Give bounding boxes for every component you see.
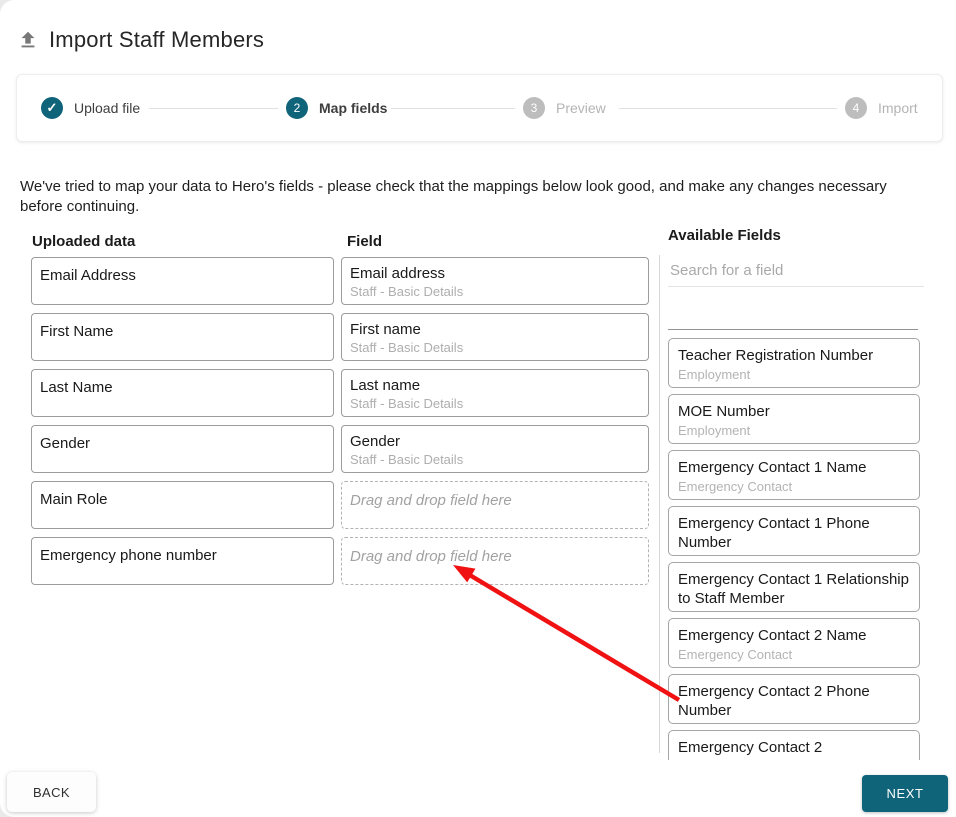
wizard-stepper: ✓ Upload file 2 Map fields 3 Preview 4 I… <box>16 74 943 142</box>
available-field-card[interactable]: Teacher Registration Number Employment <box>668 338 920 388</box>
field-drop-target[interactable]: Gender Staff - Basic Details <box>341 425 649 473</box>
uploaded-data-cell: Last Name <box>31 369 334 417</box>
field-card-category: Emergency Contact <box>678 647 793 662</box>
field-drop-target[interactable]: Drag and drop field here <box>341 481 649 529</box>
uploaded-data-label: First Name <box>40 323 114 340</box>
uploaded-data-cell: Emergency phone number <box>31 537 334 585</box>
mapping-row: Emergency phone number Drag and drop fie… <box>31 537 649 585</box>
page-header: Import Staff Members <box>17 27 264 53</box>
stepper-step[interactable]: ✓ Upload file <box>41 97 140 119</box>
step-indicator-icon: 2 <box>286 97 308 119</box>
available-field-card[interactable]: Emergency Contact 2 Name Emergency Conta… <box>668 618 920 668</box>
uploaded-data-label: Email Address <box>40 267 136 284</box>
mapping-rows: Email Address Email address Staff - Basi… <box>31 257 649 585</box>
field-card-name: Emergency Contact 1 Relationship to Staf… <box>678 571 909 607</box>
available-fields-title: Available Fields <box>668 227 781 244</box>
step-label: Upload file <box>74 100 141 116</box>
available-field-card[interactable]: Emergency Contact 2 Phone Number Emergen… <box>668 674 920 724</box>
mapping-row: Last Name Last name Staff - Basic Detail… <box>31 369 649 417</box>
available-field-card[interactable]: Emergency Contact 2 <box>668 730 920 760</box>
mapping-row: Email Address Email address Staff - Basi… <box>31 257 649 305</box>
field-drop-target[interactable]: Last name Staff - Basic Details <box>341 369 649 417</box>
page-title: Import Staff Members <box>49 27 265 52</box>
field-drop-target[interactable]: First name Staff - Basic Details <box>341 313 649 361</box>
mapping-row: Gender Gender Staff - Basic Details <box>31 425 649 473</box>
mapped-field-category: Staff - Basic Details <box>350 396 464 411</box>
step-label: Map fields <box>319 100 388 116</box>
uploaded-data-header: Uploaded data <box>32 233 136 250</box>
field-card-category: Emergency Contact <box>678 554 911 555</box>
field-card-name: Emergency Contact 2 <box>678 739 823 756</box>
field-search-input[interactable] <box>668 250 924 287</box>
field-drop-target[interactable]: Drag and drop field here <box>341 537 649 585</box>
drop-placeholder-text: Drag and drop field here <box>350 548 512 565</box>
mapped-field-category: Staff - Basic Details <box>350 340 464 355</box>
mapped-field-category: Staff - Basic Details <box>350 284 464 299</box>
field-card-name: Emergency Contact 1 Phone Number <box>678 515 870 551</box>
stepper-step[interactable]: 4 Import <box>845 97 918 119</box>
field-card-category: Employment <box>678 423 751 438</box>
mapped-field-name: First name <box>350 321 421 338</box>
step-connector <box>149 108 278 109</box>
panel-divider <box>659 255 660 753</box>
field-card-name: Emergency Contact 2 Phone Number <box>678 683 870 719</box>
available-fields-list[interactable]: Teacher Registration Number Employment M… <box>668 338 920 760</box>
available-field-card[interactable]: Emergency Contact 1 Phone Number Emergen… <box>668 506 920 556</box>
step-label: Preview <box>556 100 606 116</box>
stepper-step[interactable]: 2 Map fields <box>286 97 387 119</box>
field-card-name: MOE Number <box>678 403 770 420</box>
available-field-card[interactable]: Emergency Contact 1 Name Emergency Conta… <box>668 450 920 500</box>
upload-icon <box>17 29 39 51</box>
mapped-field-name: Email address <box>350 265 446 282</box>
uploaded-data-label: Main Role <box>40 491 108 508</box>
drop-placeholder-text: Drag and drop field here <box>350 492 512 509</box>
uploaded-data-cell: Email Address <box>31 257 334 305</box>
field-card-name: Emergency Contact 2 Name <box>678 627 867 644</box>
field-card-name: Emergency Contact 1 Name <box>678 459 867 476</box>
step-indicator-icon: 4 <box>845 97 867 119</box>
field-card-category: Emergency Contact <box>678 610 911 611</box>
mapping-row: First Name First name Staff - Basic Deta… <box>31 313 649 361</box>
field-header: Field <box>347 233 383 250</box>
mapped-field-name: Gender <box>350 433 401 450</box>
available-field-card[interactable]: MOE Number Employment <box>668 394 920 444</box>
field-card-name: Teacher Registration Number <box>678 347 874 364</box>
intro-text: We've tried to map your data to Hero's f… <box>20 178 887 215</box>
field-card-category: Emergency Contact <box>678 722 911 723</box>
available-field-card[interactable]: Emergency Contact 1 Relationship to Staf… <box>668 562 920 612</box>
mapping-row: Main Role Drag and drop field here <box>31 481 649 529</box>
step-connector <box>391 108 515 109</box>
uploaded-data-label: Gender <box>40 435 91 452</box>
uploaded-data-cell: First Name <box>31 313 334 361</box>
field-card-category: Emergency Contact <box>678 479 793 494</box>
step-label: Import <box>878 100 918 116</box>
uploaded-data-label: Last Name <box>40 379 113 396</box>
field-card-category: Employment <box>678 367 751 382</box>
available-fields-panel: Available Fields Teacher Registration Nu… <box>668 227 924 760</box>
field-drop-target[interactable]: Email address Staff - Basic Details <box>341 257 649 305</box>
uploaded-data-cell: Gender <box>31 425 334 473</box>
step-connector <box>619 108 837 109</box>
uploaded-data-label: Emergency phone number <box>40 547 217 564</box>
mapped-field-name: Last name <box>350 377 421 394</box>
stepper-step[interactable]: 3 Preview <box>523 97 606 119</box>
next-button[interactable]: NEXT <box>862 775 948 812</box>
back-button[interactable]: BACK <box>7 772 96 812</box>
step-indicator-icon: 3 <box>523 97 545 119</box>
list-divider <box>668 329 918 330</box>
mapped-field-category: Staff - Basic Details <box>350 452 464 467</box>
step-indicator-icon: ✓ <box>41 97 63 119</box>
uploaded-data-cell: Main Role <box>31 481 334 529</box>
